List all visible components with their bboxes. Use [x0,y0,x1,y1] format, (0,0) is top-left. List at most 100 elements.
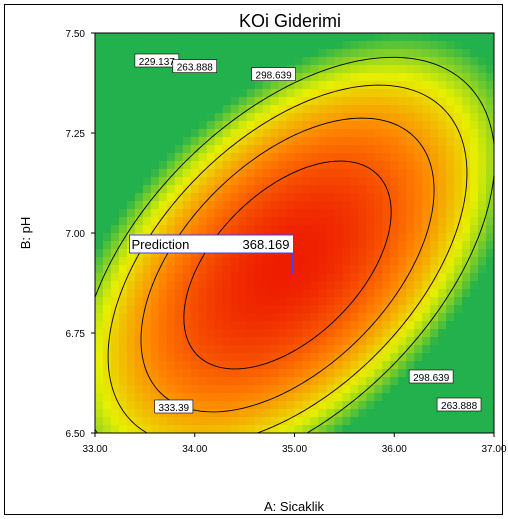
heatmap-cell [294,249,304,258]
heatmap-cell [118,49,128,58]
heatmap-cell [222,297,232,306]
heatmap-cell [246,121,256,130]
heatmap-cell [334,129,343,138]
heatmap-cell [206,425,216,433]
heatmap-cell [438,417,447,426]
heatmap-cell [278,265,288,274]
heatmap-cell [486,281,494,290]
heatmap-cell [454,281,463,290]
heatmap-cell [374,145,383,154]
heatmap-cell [462,329,471,338]
heatmap-cell [142,417,152,426]
heatmap-cell [95,233,104,242]
heatmap-cell [110,57,120,66]
heatmap-cell [134,345,144,354]
heatmap-cell [174,417,184,426]
heatmap-cell [478,417,487,426]
heatmap-cell [334,345,343,354]
heatmap-cell [110,105,120,114]
heatmap-cell [174,33,184,42]
heatmap-cell [222,393,232,402]
heatmap-cell [414,81,423,90]
heatmap-cell [102,249,112,258]
heatmap-cell [302,145,312,154]
heatmap-cell [182,121,192,130]
heatmap-cell [198,281,208,290]
heatmap-cell [326,209,335,218]
heatmap-cell [222,33,232,42]
heatmap-cell [318,321,328,330]
heatmap-cell [166,129,176,138]
heatmap-cell [438,257,447,266]
heatmap-cell [190,361,200,370]
heatmap-cell [126,193,136,202]
heatmap-cell [270,97,280,106]
heatmap-cell [262,369,272,378]
heatmap-cell [390,73,399,82]
heatmap-cell [446,313,455,322]
heatmap-cell [478,185,487,194]
heatmap-cell [318,345,328,354]
heatmap-cell [438,161,447,170]
heatmap-cell [110,137,120,146]
heatmap-cell [158,201,168,210]
heatmap-cell [166,185,176,194]
heatmap-cell [470,169,479,178]
heatmap-cell [158,193,168,202]
heatmap-cell [230,65,240,74]
heatmap-cell [478,257,487,266]
heatmap-cell [190,185,200,194]
heatmap-cell [230,177,240,186]
heatmap-cell [190,281,200,290]
heatmap-cell [438,97,447,106]
heatmap-cell [310,145,320,154]
heatmap-cell [286,265,296,274]
heatmap-cell [126,209,136,218]
heatmap-cell [318,385,328,394]
heatmap-cell [350,225,359,234]
heatmap-cell [230,265,240,274]
heatmap-cell [134,329,144,338]
heatmap-cell [134,337,144,346]
heatmap-cell [118,233,128,242]
heatmap-cell [358,265,367,274]
heatmap-cell [302,257,312,266]
heatmap-cell [446,425,455,433]
heatmap-cell [262,209,272,218]
heatmap-cell [95,137,104,146]
heatmap-cell [206,33,216,42]
heatmap-cell [134,73,144,82]
heatmap-cell [486,225,494,234]
heatmap-cell [118,425,128,433]
heatmap-cell [406,201,415,210]
heatmap-cell [342,225,351,234]
heatmap-cell [462,137,471,146]
heatmap-cell [126,305,136,314]
heatmap-cell [174,41,184,50]
heatmap-cell [230,345,240,354]
heatmap-cell [318,233,328,242]
heatmap-cell [238,97,248,106]
heatmap-cell [110,385,120,394]
heatmap-cell [182,89,192,98]
heatmap-cell [430,425,439,433]
heatmap-cell [366,265,375,274]
heatmap-cell [326,305,335,314]
heatmap-cell [158,425,168,433]
heatmap-cell [142,217,152,226]
heatmap-cell [414,105,423,114]
heatmap-cell [366,417,375,426]
contour-label: 229.137 [139,57,176,68]
heatmap-cell [374,89,383,98]
heatmap-cell [462,201,471,210]
heatmap-cell [462,153,471,162]
heatmap-cell [190,225,200,234]
heatmap-cell [166,81,176,90]
heatmap-cell [238,73,248,82]
heatmap-cell [190,177,200,186]
heatmap-cell [286,161,296,170]
heatmap-cell [150,209,160,218]
heatmap-cell [262,217,272,226]
prediction-flag[interactable]: Prediction 368.169 [129,234,295,273]
heatmap-cell [310,73,320,82]
